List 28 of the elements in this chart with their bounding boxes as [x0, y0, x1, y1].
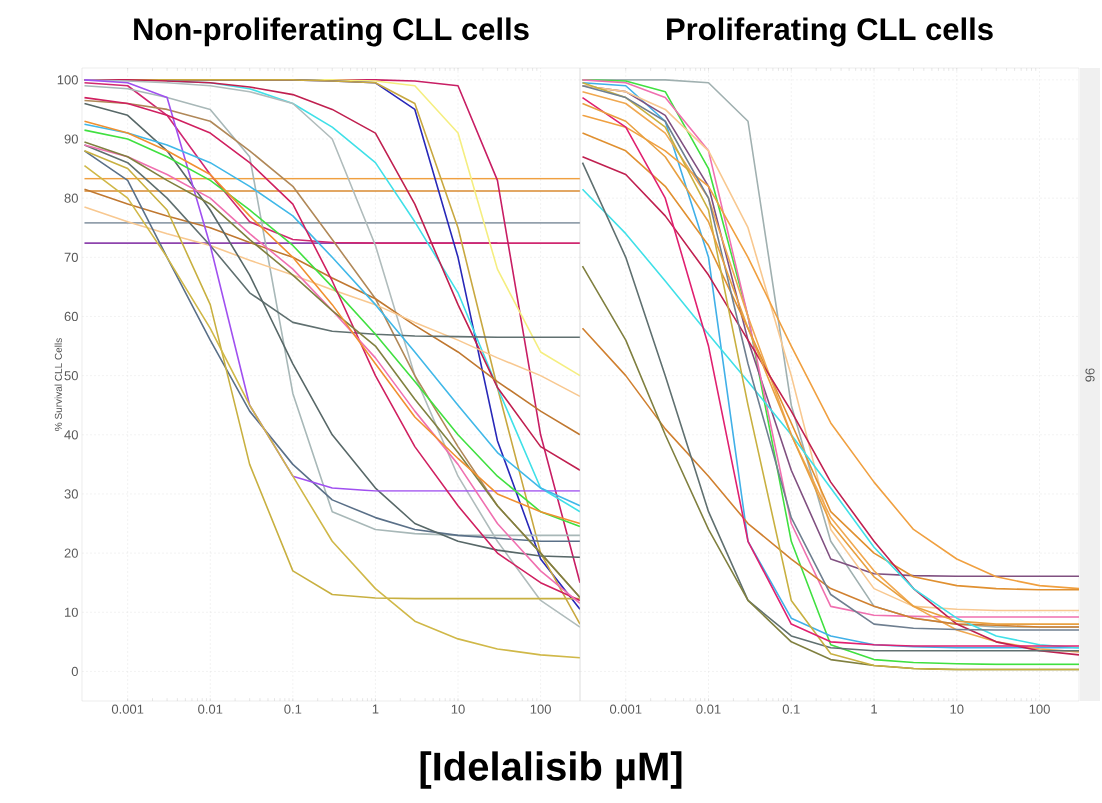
x-axis-title: [Idelalisib µM]	[420, 751, 682, 789]
x-tick-label: 1	[372, 704, 379, 714]
x-tick-label: 0.01	[696, 704, 721, 714]
x-tick-label: 10	[950, 704, 964, 714]
x-tick-label: 1	[871, 704, 878, 714]
x-tick-label: 100	[1029, 704, 1050, 714]
y-tick-label: 50	[64, 371, 78, 381]
x-tick-label: 10	[451, 704, 465, 714]
y-tick-label: 90	[64, 134, 78, 144]
x-tick-label: 0.1	[782, 704, 800, 714]
x-tick-label: 0.001	[609, 704, 642, 714]
y-tick-label: 60	[64, 311, 78, 322]
y-tick-label: 40	[64, 430, 78, 440]
y-tick-label: 80	[64, 193, 78, 203]
x-tick-label: 0.01	[198, 704, 223, 714]
y-tick-label: 70	[64, 252, 78, 262]
x-tick-label: 100	[530, 704, 551, 714]
y-tick-label: 10	[64, 607, 78, 617]
chart-title: Non-proliferating CLL cells	[134, 17, 529, 47]
y-tick-label: 30	[64, 489, 78, 499]
y-axis-title: % Survival CLL Cells	[54, 338, 62, 431]
x-tick-label: 0.1	[284, 704, 302, 714]
x-tick-label: 0.001	[111, 704, 144, 714]
y-tick-label: 0	[71, 666, 78, 677]
text: 96	[1085, 368, 1095, 382]
y-tick-label: 20	[64, 548, 78, 558]
y-tick-label: 100	[57, 75, 78, 85]
chart-title: Proliferating CLL cells	[667, 17, 993, 47]
